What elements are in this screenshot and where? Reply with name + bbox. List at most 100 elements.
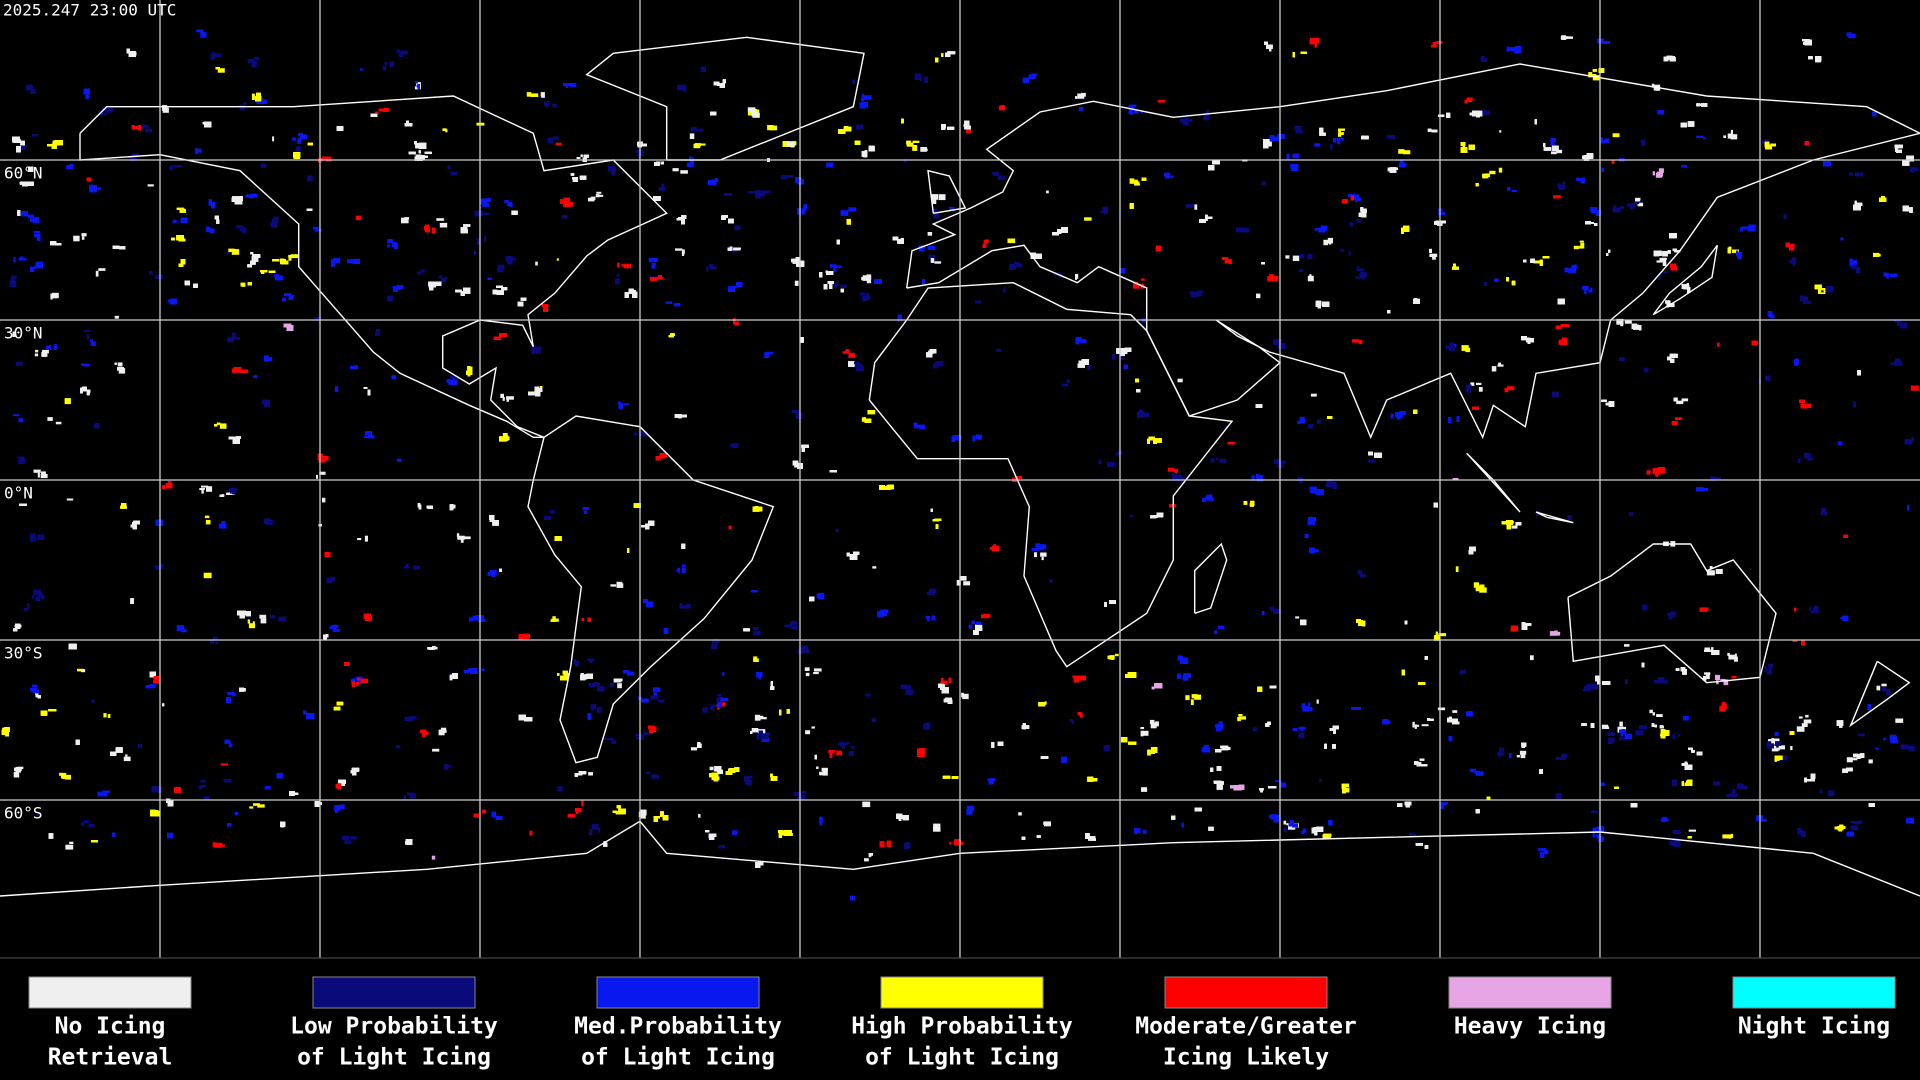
icing-pixel bbox=[215, 641, 219, 645]
icing-pixel bbox=[1018, 812, 1022, 816]
icing-pixel bbox=[340, 804, 345, 810]
icing-pixel bbox=[1243, 501, 1248, 505]
icing-pixel bbox=[391, 375, 397, 380]
icing-pixel bbox=[681, 564, 686, 568]
icing-pixel bbox=[1791, 257, 1797, 264]
icing-pixel bbox=[506, 396, 514, 400]
icing-pixel bbox=[1655, 172, 1662, 178]
icing-pixel bbox=[36, 235, 41, 241]
icing-pixel bbox=[1398, 149, 1405, 154]
icing-pixel bbox=[1673, 397, 1678, 402]
icing-pixel bbox=[1721, 702, 1726, 706]
icing-pixel bbox=[1709, 566, 1713, 569]
icing-pixel bbox=[1635, 198, 1641, 202]
icing-pixel bbox=[1421, 724, 1429, 727]
icing-pixel bbox=[1300, 619, 1307, 626]
icing-pixel bbox=[706, 266, 709, 272]
icing-pixel bbox=[1850, 825, 1859, 831]
icing-pixel bbox=[1452, 710, 1458, 713]
icing-pixel bbox=[42, 349, 49, 354]
icing-pixel bbox=[260, 618, 267, 624]
icing-pixel bbox=[199, 488, 205, 491]
icing-pixel bbox=[316, 474, 318, 479]
icing-pixel bbox=[1046, 190, 1049, 194]
icing-pixel bbox=[537, 346, 542, 350]
icing-pixel bbox=[460, 537, 464, 543]
icing-pixel bbox=[357, 538, 362, 541]
icing-pixel bbox=[130, 155, 137, 161]
icing-pixel bbox=[1520, 752, 1526, 759]
icing-pixel bbox=[840, 288, 844, 293]
icing-pixel bbox=[196, 29, 204, 33]
icing-pixel bbox=[200, 32, 207, 38]
icing-pixel bbox=[249, 806, 254, 809]
icing-pixel bbox=[814, 668, 822, 672]
icing-pixel bbox=[1269, 274, 1274, 277]
icing-pixel bbox=[292, 137, 296, 141]
icing-pixel bbox=[1330, 144, 1333, 150]
icing-pixel bbox=[1625, 319, 1632, 324]
icing-pixel bbox=[253, 803, 260, 806]
icing-pixel bbox=[24, 608, 28, 611]
icing-pixel bbox=[360, 678, 369, 683]
icing-pixel bbox=[1140, 278, 1145, 281]
icing-pixel bbox=[906, 140, 912, 145]
icing-pixel bbox=[1875, 747, 1879, 750]
icing-pixel bbox=[833, 266, 837, 273]
icing-pixel bbox=[1479, 584, 1485, 588]
icing-pixel bbox=[1740, 785, 1748, 790]
icing-pixel bbox=[248, 623, 256, 629]
icing-pixel bbox=[1850, 821, 1858, 824]
icing-pixel bbox=[219, 423, 227, 429]
icing-pixel bbox=[1237, 717, 1241, 722]
icing-pixel bbox=[1619, 357, 1625, 361]
icing-pixel bbox=[1441, 802, 1449, 805]
icing-pixel bbox=[1170, 175, 1174, 179]
icing-pixel bbox=[1210, 458, 1215, 463]
icing-pixel bbox=[1555, 793, 1562, 799]
icing-pixel bbox=[1612, 133, 1620, 138]
icing-pixel bbox=[1338, 128, 1345, 131]
icing-pixel bbox=[1338, 133, 1342, 137]
icing-pixel bbox=[1539, 852, 1545, 858]
icing-pixel bbox=[1530, 655, 1534, 661]
icing-pixel bbox=[438, 275, 443, 279]
icing-pixel bbox=[905, 685, 912, 689]
icing-pixel bbox=[47, 417, 53, 421]
icing-pixel bbox=[1706, 673, 1710, 680]
icing-pixel bbox=[1292, 255, 1300, 261]
icing-pixel bbox=[1504, 387, 1509, 393]
icing-pixel bbox=[221, 844, 225, 847]
icing-pixel bbox=[1077, 711, 1082, 716]
icing-pixel bbox=[829, 264, 833, 269]
icing-pixel bbox=[1620, 320, 1624, 327]
icing-pixel bbox=[694, 143, 702, 147]
icing-pixel bbox=[1308, 701, 1311, 707]
icing-pixel bbox=[1327, 237, 1333, 244]
icing-pixel bbox=[1177, 378, 1183, 383]
icing-pixel bbox=[1739, 783, 1743, 788]
icing-pixel bbox=[1592, 827, 1597, 832]
icing-pixel bbox=[1731, 675, 1737, 679]
icing-pixel bbox=[32, 595, 35, 600]
icing-pixel bbox=[1307, 275, 1314, 282]
icing-pixel bbox=[1036, 544, 1044, 551]
icing-pixel bbox=[1666, 302, 1669, 308]
icing-pixel bbox=[698, 813, 701, 818]
icing-pixel bbox=[1438, 633, 1446, 637]
icing-pixel bbox=[1181, 822, 1184, 828]
icing-pixel bbox=[331, 261, 336, 267]
icing-pixel bbox=[1016, 263, 1023, 268]
icing-pixel bbox=[440, 727, 447, 733]
icing-pixel bbox=[220, 763, 229, 766]
icing-pixel bbox=[205, 519, 211, 525]
icing-pixel bbox=[198, 150, 202, 153]
icing-pixel bbox=[1721, 704, 1726, 708]
icing-pixel bbox=[1766, 668, 1773, 675]
icing-pixel bbox=[218, 523, 227, 529]
icing-pixel bbox=[961, 692, 965, 698]
icing-pixel bbox=[433, 646, 438, 650]
icing-pixel bbox=[709, 263, 713, 270]
icing-pixel bbox=[229, 743, 233, 747]
icing-pixel bbox=[22, 144, 27, 149]
